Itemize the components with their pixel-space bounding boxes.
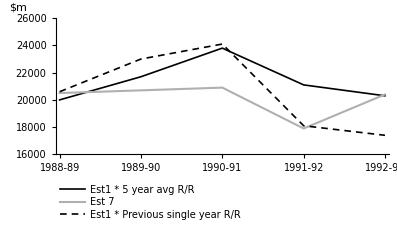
Est 7 [383, 93, 387, 96]
Legend: Est1 * 5 year avg R/R, Est 7, Est1 * Previous single year R/R: Est1 * 5 year avg R/R, Est 7, Est1 * Pre… [60, 185, 240, 220]
Est1 * 5 year avg R/R [383, 94, 387, 97]
Est1 * Previous single year R/R [220, 43, 225, 45]
Est1 * 5 year avg R/R [220, 47, 225, 49]
Est1 * Previous single year R/R [57, 90, 62, 93]
Line: Est1 * Previous single year R/R: Est1 * Previous single year R/R [60, 44, 385, 135]
Est1 * 5 year avg R/R [139, 75, 143, 78]
Est 7 [57, 92, 62, 94]
Est 7 [301, 127, 306, 130]
Line: Est1 * 5 year avg R/R: Est1 * 5 year avg R/R [60, 48, 385, 100]
Line: Est 7: Est 7 [60, 88, 385, 128]
Est1 * Previous single year R/R [383, 134, 387, 137]
Est 7 [220, 86, 225, 89]
Est1 * Previous single year R/R [301, 124, 306, 127]
Est1 * 5 year avg R/R [301, 84, 306, 86]
Est 7 [139, 89, 143, 92]
Est1 * 5 year avg R/R [57, 99, 62, 101]
Est1 * Previous single year R/R [139, 58, 143, 60]
Text: $m: $m [9, 3, 27, 13]
